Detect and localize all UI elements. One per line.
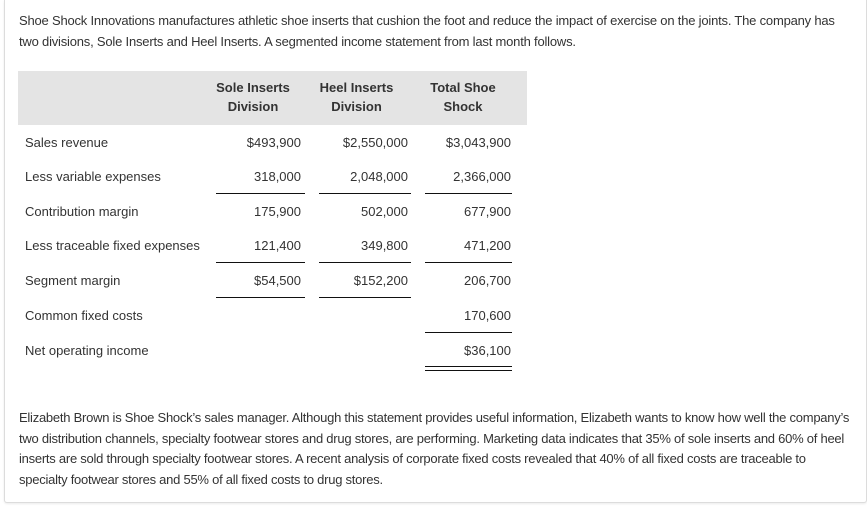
underline [319, 262, 411, 263]
row-label-segment-margin: Segment margin [25, 273, 121, 288]
underline [216, 297, 305, 298]
cell-cm-heel: 502,000 [361, 204, 408, 219]
cell-noi-total: $36,100 [464, 343, 511, 358]
closing-paragraph: Elizabeth Brown is Shoe Shock’s sales ma… [19, 410, 850, 487]
column-header-line2: Division [331, 99, 382, 114]
underline [319, 297, 411, 298]
column-header-line2: Division [227, 99, 279, 114]
cell-segment-sole: $54,500 [254, 273, 301, 288]
column-header-total: Total Shoe Shock [415, 78, 511, 116]
cell-traceable-sole: 121,400 [254, 238, 301, 253]
row-label-net-operating-income: Net operating income [25, 343, 149, 358]
cell-variable-heel: 2,048,000 [350, 169, 408, 184]
problem-card: Shoe Shock Innovations manufactures athl… [4, 0, 867, 503]
row-label-variable-expenses: Less variable expenses [25, 169, 161, 184]
cell-segment-total: 206,700 [464, 273, 511, 288]
cell-sales-total: $3,043,900 [445, 135, 511, 150]
row-label-sales-revenue: Sales revenue [25, 135, 109, 150]
cell-sales-sole: $493,900 [246, 135, 301, 150]
double-underline [425, 366, 512, 371]
underline [425, 193, 512, 194]
underline [319, 193, 411, 194]
cell-sales-heel: $2,550,000 [342, 135, 408, 150]
underline [216, 262, 305, 263]
underline [425, 332, 512, 333]
cell-common-total: 170,600 [464, 308, 511, 323]
cell-traceable-total: 471,200 [464, 238, 511, 253]
cell-cm-total: 677,900 [464, 204, 511, 219]
row-label-common-fixed: Common fixed costs [25, 308, 143, 323]
underline [425, 262, 512, 263]
column-header-line2: Shock [443, 99, 483, 114]
cell-segment-heel: $152,200 [353, 273, 408, 288]
underline [216, 193, 305, 194]
column-header-heel-inserts: Heel Inserts Division [305, 78, 408, 116]
cell-variable-sole: 318,000 [254, 169, 301, 184]
cell-traceable-heel: 349,800 [361, 238, 408, 253]
row-label-traceable-fixed: Less traceable fixed expenses [25, 238, 200, 253]
column-header-line1: Heel Inserts [319, 80, 394, 95]
cell-variable-total: 2,366,000 [453, 169, 511, 184]
column-header-line1: Total Shoe [430, 80, 496, 95]
row-label-contribution-margin: Contribution margin [25, 204, 139, 219]
cell-cm-sole: 175,900 [254, 204, 301, 219]
column-header-line1: Sole Inserts [216, 80, 290, 95]
column-header-sole-inserts: Sole Inserts Division [205, 78, 301, 116]
table-header-band [18, 71, 527, 125]
intro-paragraph: Shoe Shock Innovations manufactures athl… [19, 13, 835, 49]
